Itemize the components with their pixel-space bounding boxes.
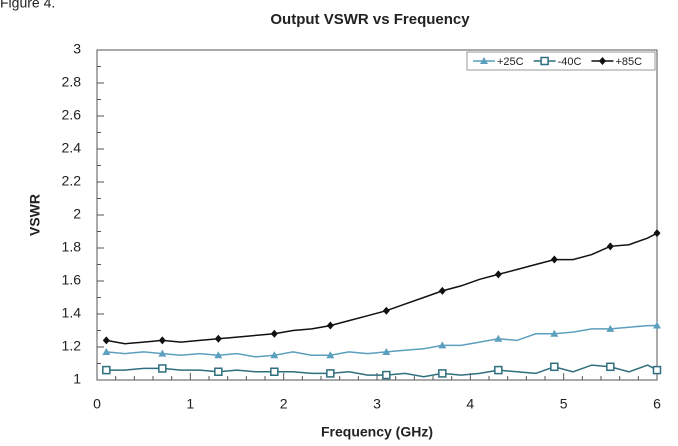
marker [606, 242, 614, 251]
marker [270, 351, 279, 359]
marker [550, 329, 559, 337]
legend-label: +25C [497, 56, 524, 68]
marker [158, 349, 167, 357]
legend-marker [480, 57, 488, 64]
marker [494, 365, 503, 375]
marker [158, 364, 167, 373]
x-tick-label: 2 [280, 396, 288, 412]
marker [653, 229, 661, 238]
x-tick-label: 0 [93, 396, 101, 412]
y-tick-label: 1.8 [62, 239, 82, 255]
marker [550, 255, 558, 264]
x-axis-title: Frequency (GHz) [321, 424, 433, 440]
y-tick-label: 2 [73, 206, 81, 222]
marker [606, 324, 615, 332]
marker [382, 370, 391, 380]
marker [214, 367, 223, 376]
x-tick-label: 1 [186, 396, 194, 412]
marker [214, 334, 222, 343]
plot-frame [96, 49, 658, 381]
legend-box [466, 51, 656, 71]
x-tick-label: 3 [373, 396, 381, 412]
y-tick-label: 1.2 [62, 338, 82, 354]
marker [214, 351, 223, 359]
y-tick-label: 1 [73, 371, 81, 387]
marker [270, 367, 279, 376]
legend-label: +85C [615, 56, 642, 68]
marker [550, 362, 559, 372]
caption: Figure 4. [0, 0, 55, 11]
legend-marker [598, 57, 606, 65]
marker [438, 369, 447, 378]
y-tick-label: 2.6 [62, 107, 82, 123]
y-tick-label: 2.8 [62, 74, 82, 90]
x-tick-label: 6 [653, 396, 661, 412]
y-tick-label: 1.6 [62, 272, 82, 288]
y-tick-label: 2.2 [62, 173, 82, 189]
series-line [106, 364, 658, 378]
marker [270, 329, 278, 338]
y-tick-label: 3 [73, 41, 81, 57]
y-axis-title: VSWR [27, 194, 43, 236]
x-tick-label: 4 [466, 396, 474, 412]
series-line [106, 232, 658, 345]
legend-label: -40C [558, 56, 582, 68]
x-tick-label: 5 [560, 396, 568, 412]
marker [158, 336, 166, 345]
marker [382, 347, 391, 355]
marker [382, 306, 390, 315]
marker [494, 270, 502, 279]
marker [494, 334, 503, 342]
marker [652, 365, 662, 375]
marker [102, 347, 111, 355]
marker [102, 336, 110, 345]
marker [326, 369, 335, 378]
marker [326, 351, 335, 359]
y-tick-label: 2.4 [62, 140, 82, 156]
marker [653, 321, 661, 329]
marker [102, 365, 111, 375]
y-tick-label: 1.4 [62, 305, 82, 321]
marker [438, 341, 447, 349]
chart-title: Output VSWR vs Frequency [270, 11, 470, 28]
legend: +25C -40C +85C [466, 51, 656, 71]
marker [606, 362, 615, 372]
legend-marker [540, 56, 549, 66]
marker [438, 286, 446, 295]
marker [326, 321, 334, 330]
